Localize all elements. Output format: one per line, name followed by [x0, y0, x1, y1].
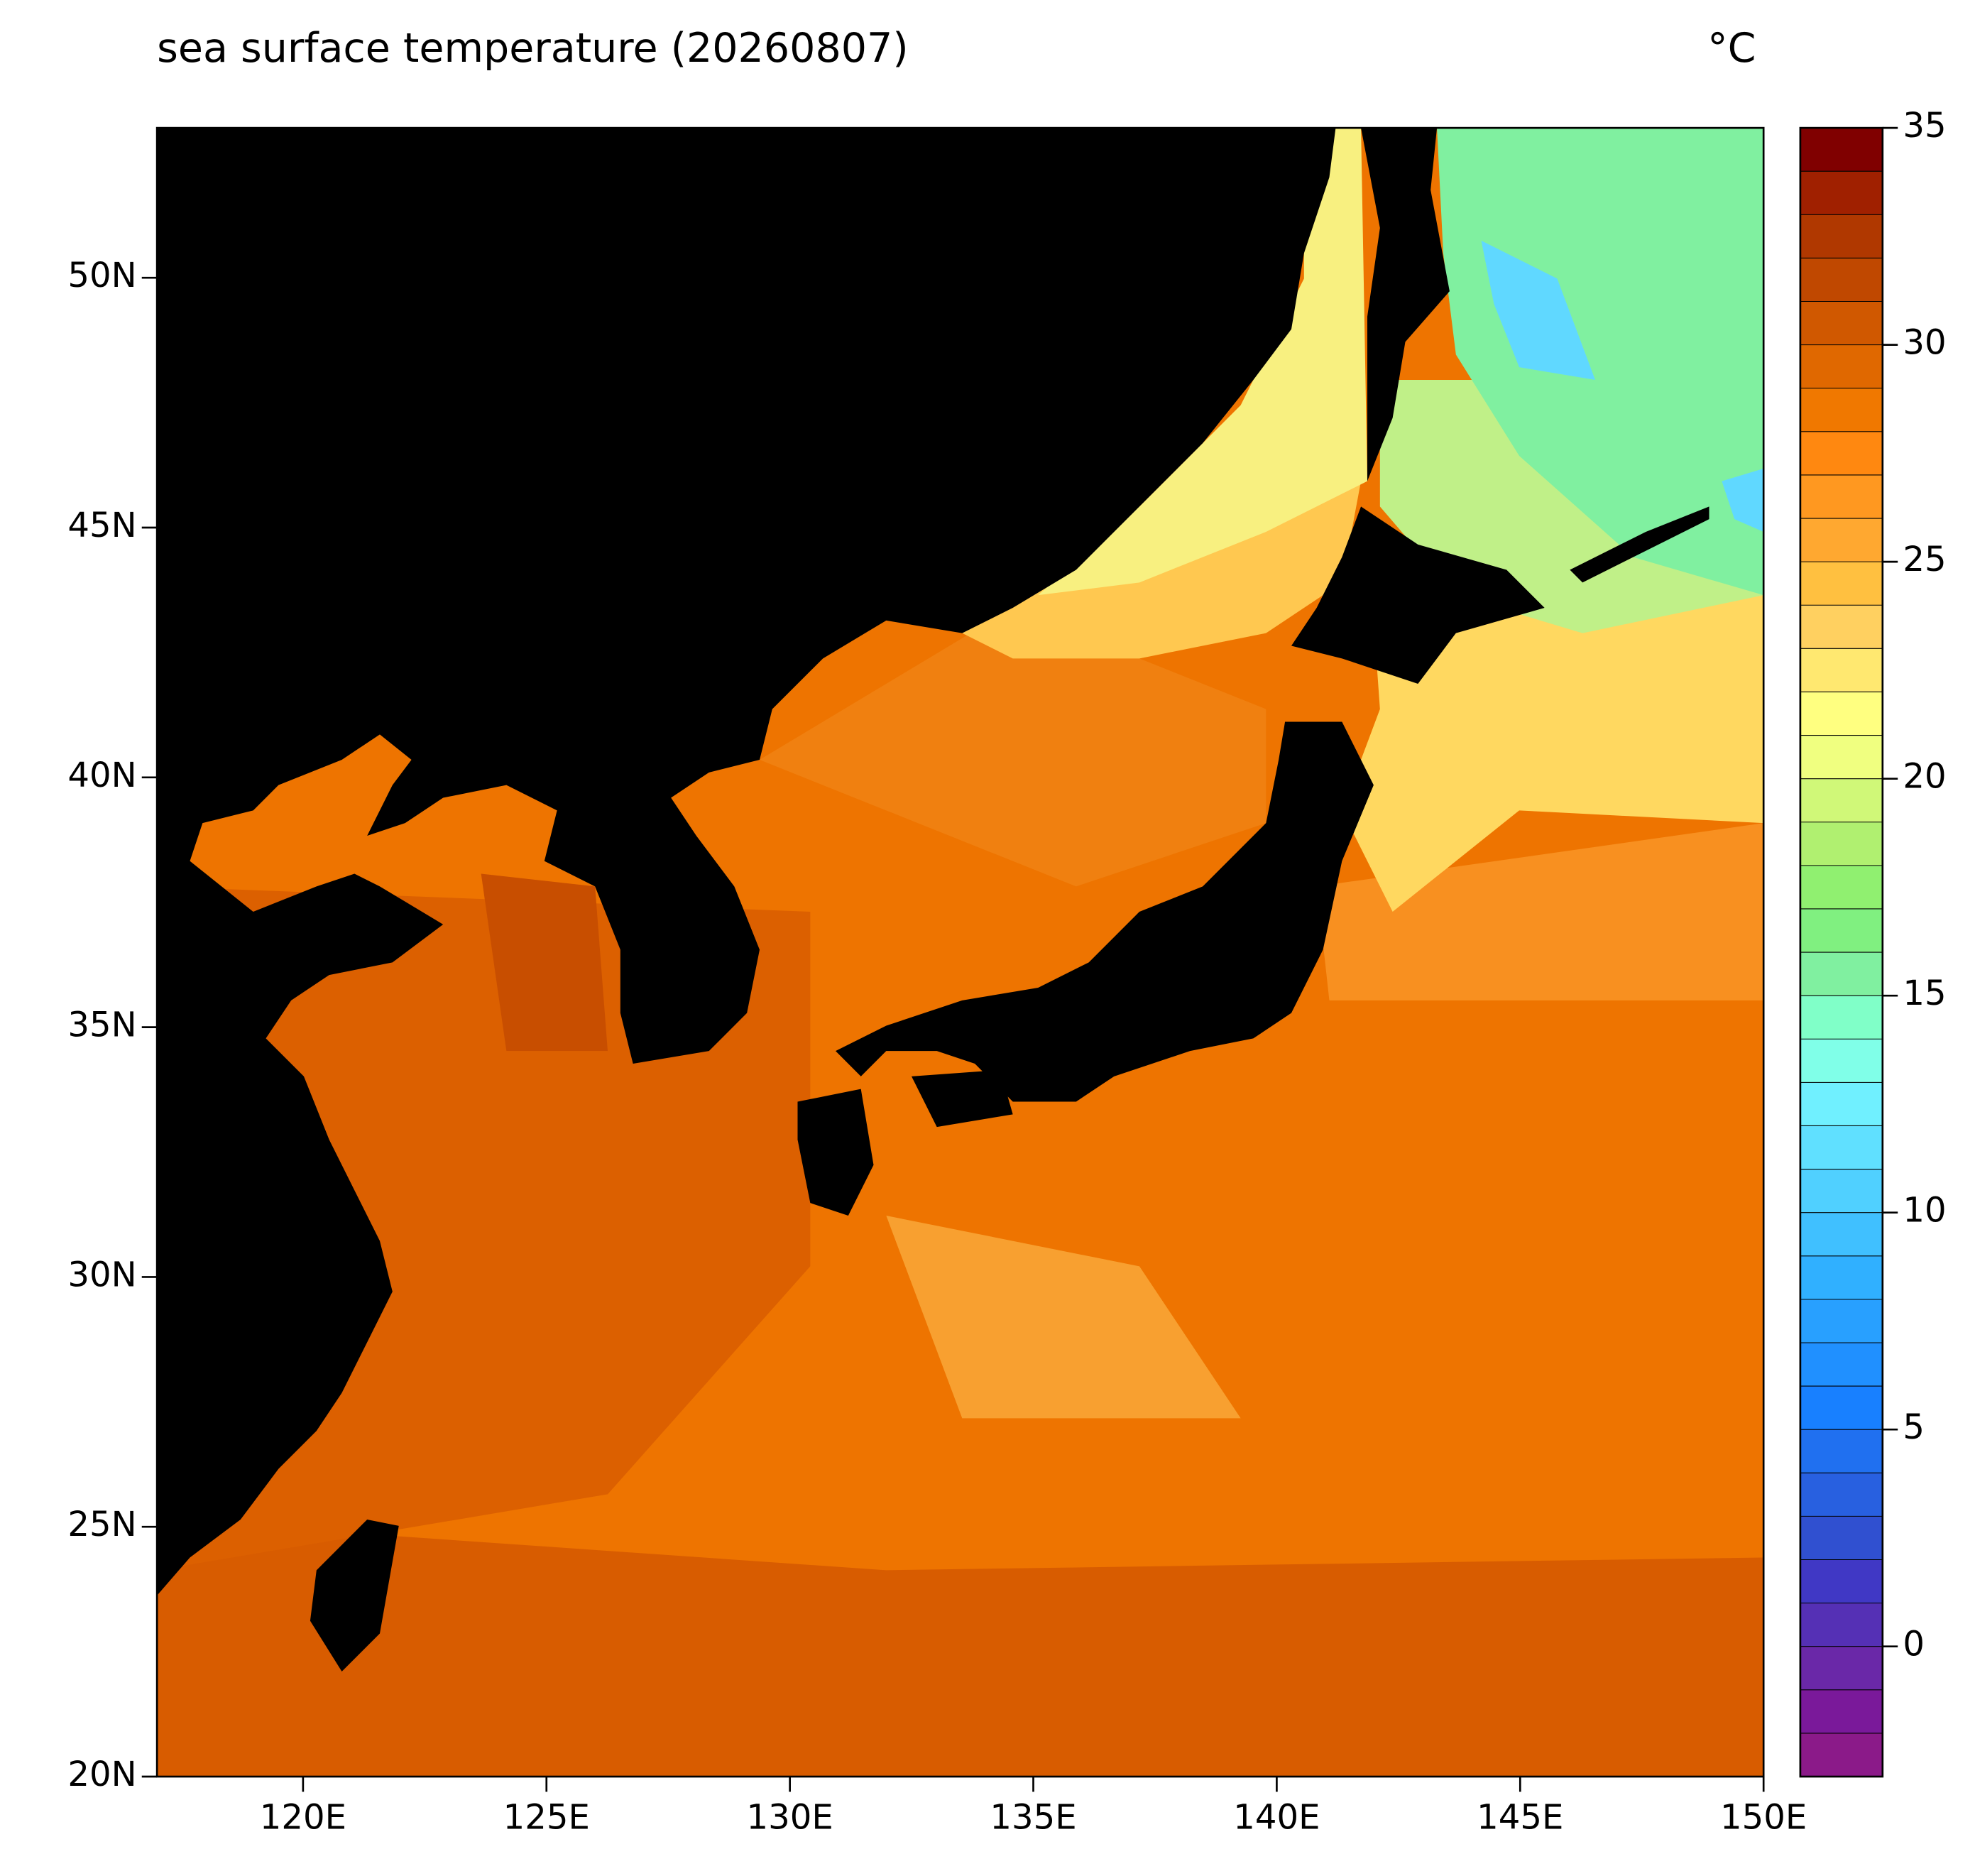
colorbar-segment	[1800, 301, 1883, 345]
colorbar-tick-label: 35	[1903, 106, 1946, 146]
colorbar-segment	[1800, 1516, 1883, 1560]
warm-band	[157, 1519, 1764, 1777]
colorbar-segment	[1800, 908, 1883, 953]
land	[157, 128, 1709, 1672]
colorbar-segment	[1800, 735, 1883, 779]
colorbar-segment	[1800, 474, 1883, 519]
colorbar-segment	[1800, 1646, 1883, 1690]
x-tick-label: 140E	[1233, 1798, 1320, 1838]
colorbar-segment	[1800, 128, 1883, 172]
colorbar-segment	[1800, 822, 1883, 866]
cool-patch	[886, 1215, 1241, 1419]
cold-band	[1038, 128, 1367, 596]
y-tick-label: 40N	[67, 756, 136, 795]
colorbar-segment	[1800, 1733, 1883, 1777]
colorbar-segment	[1800, 1559, 1883, 1603]
x-tick-label: 150E	[1720, 1798, 1807, 1838]
colorbar-segment	[1800, 1603, 1883, 1647]
shikoku	[912, 1069, 1013, 1128]
colorbar-segment	[1800, 1386, 1883, 1430]
colorbar-segment	[1800, 1169, 1883, 1213]
y-tick-label: 45N	[67, 506, 136, 545]
x-tick-label: 125E	[503, 1798, 590, 1838]
colorbar-segment	[1800, 1125, 1883, 1169]
kuril	[1570, 506, 1709, 583]
colorbar-segment	[1800, 562, 1883, 606]
colorbar-frame	[1799, 126, 1884, 1778]
map-frame	[155, 126, 1765, 1778]
colorbar-segment	[1800, 996, 1883, 1040]
colorbar-segment	[1800, 344, 1883, 388]
colorbar-tick-label: 5	[1903, 1407, 1925, 1447]
colorbar-segment	[1800, 258, 1883, 302]
honshu	[836, 721, 1374, 1102]
x-tick-label: 130E	[747, 1798, 833, 1838]
x-tick-label: 135E	[990, 1798, 1076, 1838]
colorbar-segment	[1800, 214, 1883, 258]
colorbar-tick-label: 15	[1903, 974, 1946, 1013]
colorbar-tick-label: 10	[1903, 1191, 1946, 1231]
colorbar-segment	[1800, 1342, 1883, 1387]
colorbar-segment	[1800, 1212, 1883, 1256]
cold-water	[1722, 468, 1764, 532]
hokkaido	[1291, 506, 1545, 684]
colorbar-segment	[1800, 952, 1883, 996]
chart-title: sea surface temperature (20260807)	[157, 25, 908, 72]
colorbar-segment	[1800, 778, 1883, 822]
y-tick-label: 35N	[67, 1005, 136, 1045]
y-tick-label: 25N	[67, 1505, 136, 1544]
colorbar-segment	[1800, 1473, 1883, 1517]
colorbar-segment	[1800, 1255, 1883, 1299]
colorbar-segment	[1800, 388, 1883, 432]
colorbar-segment	[1800, 431, 1883, 475]
colorbar-segment	[1800, 1429, 1883, 1473]
colorbar-tick-label: 20	[1903, 757, 1946, 797]
colorbar-segment	[1800, 1299, 1883, 1343]
y-tick-label: 50N	[67, 256, 136, 295]
colorbar-segment	[1800, 865, 1883, 909]
colorbar-segment	[1800, 605, 1883, 649]
unit-label: °C	[1707, 25, 1756, 72]
colorbar-segment	[1800, 1689, 1883, 1733]
x-tick-label: 120E	[260, 1798, 346, 1838]
colorbar-segment	[1800, 648, 1883, 692]
colorbar-segment	[1800, 1082, 1883, 1126]
warm-patch	[481, 873, 608, 1052]
y-tick-label: 30N	[67, 1255, 136, 1294]
colorbar-segment	[1800, 1039, 1883, 1083]
taiwan	[310, 1519, 399, 1672]
x-tick-label: 145E	[1477, 1798, 1563, 1838]
colorbar-segment	[1800, 171, 1883, 215]
cold-water	[1481, 240, 1595, 380]
cool-band	[1316, 823, 1764, 1000]
colorbar-segment	[1800, 518, 1883, 562]
colorbar-segment	[1800, 692, 1883, 736]
colorbar-tick-label: 25	[1903, 540, 1946, 579]
sst-field	[157, 128, 1764, 1777]
continent	[157, 128, 1336, 1596]
colorbar-tick-label: 30	[1903, 323, 1946, 363]
kyushu	[797, 1089, 874, 1216]
cool-patch	[760, 607, 1266, 887]
y-tick-label: 20N	[67, 1755, 136, 1794]
colorbar-tick-label: 0	[1903, 1625, 1925, 1664]
sakhalin	[1361, 128, 1450, 481]
cold-water	[1437, 128, 1764, 596]
